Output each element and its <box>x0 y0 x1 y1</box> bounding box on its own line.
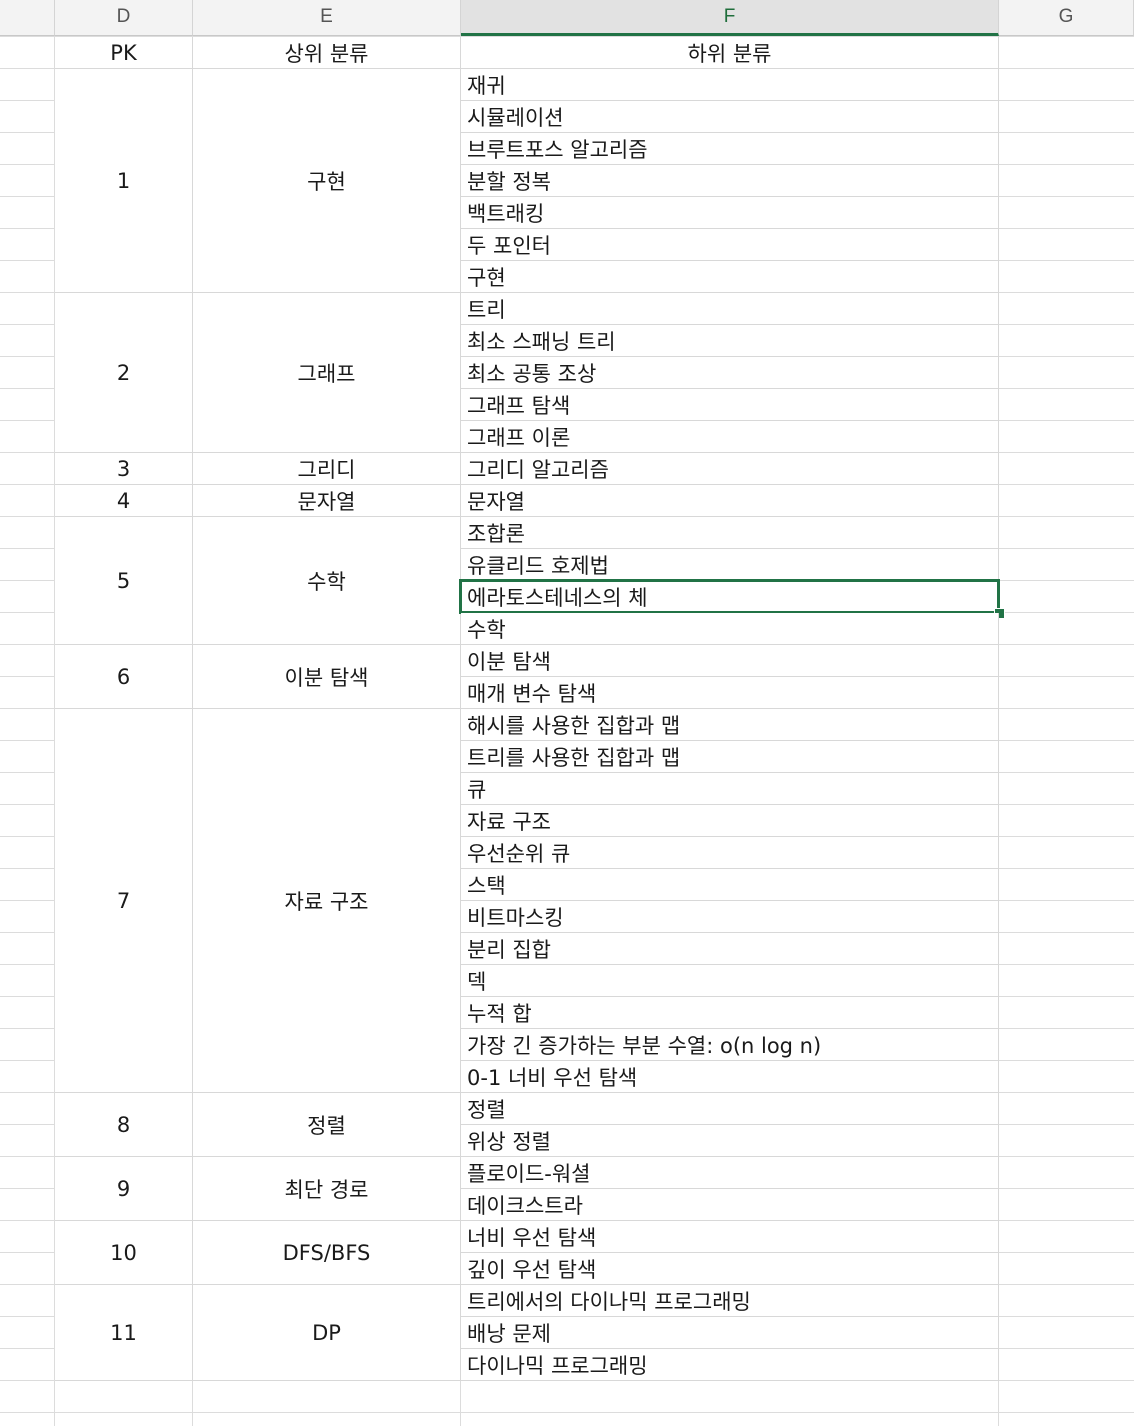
top-category-cell[interactable]: 자료 구조 <box>193 709 461 1093</box>
header-cell-top-category[interactable]: 상위 분류 <box>193 37 461 69</box>
sub-category-cell[interactable]: 시뮬레이션 <box>461 101 999 133</box>
sub-category-cell[interactable]: 수학 <box>461 613 999 645</box>
pk-cell[interactable]: 9 <box>55 1157 193 1221</box>
pk-cell[interactable]: 8 <box>55 1093 193 1157</box>
column-header-f[interactable]: F <box>461 0 999 36</box>
column-header-d[interactable]: D <box>55 0 193 36</box>
sub-category-cell[interactable]: 가장 긴 증가하는 부분 수열: o(n log n) <box>461 1029 999 1061</box>
sub-category-cell[interactable]: 유클리드 호제법 <box>461 549 999 581</box>
sub-category-cell[interactable]: 최소 스패닝 트리 <box>461 325 999 357</box>
sub-category-cell[interactable]: 브루트포스 알고리즘 <box>461 133 999 165</box>
sub-category-cell[interactable]: 스택 <box>461 869 999 901</box>
sub-category-cell[interactable]: 그리디 알고리즘 <box>461 453 999 485</box>
gridline-vertical <box>54 37 55 1426</box>
column-header-e[interactable]: E <box>193 0 461 36</box>
sub-category-cell[interactable]: 트리 <box>461 293 999 325</box>
pk-cell[interactable]: 7 <box>55 709 193 1093</box>
sub-category-cell[interactable]: 깊이 우선 탐색 <box>461 1253 999 1285</box>
sub-category-cell[interactable]: 이분 탐색 <box>461 645 999 677</box>
sub-category-cell[interactable]: 0-1 너비 우선 탐색 <box>461 1061 999 1093</box>
sub-category-cell[interactable]: 위상 정렬 <box>461 1125 999 1157</box>
top-category-cell[interactable]: 이분 탐색 <box>193 645 461 709</box>
sub-category-cell[interactable]: 매개 변수 탐색 <box>461 677 999 709</box>
sub-category-cell[interactable]: 조합론 <box>461 517 999 549</box>
sub-category-cell[interactable]: 재귀 <box>461 69 999 101</box>
sub-category-cell[interactable]: 트리에서의 다이나믹 프로그래밍 <box>461 1285 999 1317</box>
sub-category-cell[interactable]: 다이나믹 프로그래밍 <box>461 1349 999 1381</box>
sub-category-cell[interactable]: 트리를 사용한 집합과 맵 <box>461 741 999 773</box>
sub-category-cell[interactable]: 자료 구조 <box>461 805 999 837</box>
top-category-cell[interactable]: 그리디 <box>193 453 461 485</box>
header-cell-pk[interactable]: PK <box>55 37 193 69</box>
sub-category-cell[interactable]: 분리 집합 <box>461 933 999 965</box>
sub-category-cell[interactable]: 문자열 <box>461 485 999 517</box>
sub-category-cell[interactable]: 백트래킹 <box>461 197 999 229</box>
sub-category-cell[interactable]: 최소 공통 조상 <box>461 357 999 389</box>
sub-category-cell[interactable]: 에라토스테네스의 체 <box>461 581 999 613</box>
sub-category-cell[interactable]: 큐 <box>461 773 999 805</box>
gridline-horizontal <box>0 1412 1134 1413</box>
top-category-cell[interactable]: 그래프 <box>193 293 461 453</box>
pk-cell[interactable]: 5 <box>55 517 193 645</box>
sub-category-cell[interactable]: 덱 <box>461 965 999 997</box>
pk-cell[interactable]: 10 <box>55 1221 193 1285</box>
top-category-cell[interactable]: DP <box>193 1285 461 1381</box>
sub-category-cell[interactable]: 비트마스킹 <box>461 901 999 933</box>
top-category-cell[interactable]: 수학 <box>193 517 461 645</box>
sub-category-cell[interactable]: 구현 <box>461 261 999 293</box>
sub-category-cell[interactable]: 두 포인터 <box>461 229 999 261</box>
sub-category-cell[interactable]: 배낭 문제 <box>461 1317 999 1349</box>
pk-cell[interactable]: 1 <box>55 69 193 293</box>
sub-category-cell[interactable]: 데이크스트라 <box>461 1189 999 1221</box>
selected-cell-border[interactable] <box>459 579 1000 614</box>
sub-category-cell[interactable]: 누적 합 <box>461 997 999 1029</box>
pk-cell[interactable]: 2 <box>55 293 193 453</box>
sub-category-cell[interactable]: 정렬 <box>461 1093 999 1125</box>
pk-cell[interactable]: 11 <box>55 1285 193 1381</box>
sub-category-cell[interactable]: 플로이드-워셜 <box>461 1157 999 1189</box>
pk-cell[interactable]: 4 <box>55 485 193 517</box>
sub-category-cell[interactable]: 우선순위 큐 <box>461 837 999 869</box>
header-cell-sub-category[interactable]: 하위 분류 <box>461 37 999 69</box>
pk-cell[interactable]: 6 <box>55 645 193 709</box>
sub-category-cell[interactable]: 너비 우선 탐색 <box>461 1221 999 1253</box>
top-category-cell[interactable]: DFS/BFS <box>193 1221 461 1285</box>
top-category-cell[interactable]: 구현 <box>193 69 461 293</box>
gridline-horizontal <box>0 36 1134 37</box>
sub-category-cell[interactable]: 그래프 탐색 <box>461 389 999 421</box>
sub-category-cell[interactable]: 그래프 이론 <box>461 421 999 453</box>
column-header-g[interactable]: G <box>999 0 1134 36</box>
pk-cell[interactable]: 3 <box>55 453 193 485</box>
sub-category-cell[interactable]: 해시를 사용한 집합과 맵 <box>461 709 999 741</box>
top-category-cell[interactable]: 정렬 <box>193 1093 461 1157</box>
top-category-cell[interactable]: 최단 경로 <box>193 1157 461 1221</box>
top-category-cell[interactable]: 문자열 <box>193 485 461 517</box>
sub-category-cell[interactable]: 분할 정복 <box>461 165 999 197</box>
select-all-corner[interactable] <box>0 0 55 36</box>
